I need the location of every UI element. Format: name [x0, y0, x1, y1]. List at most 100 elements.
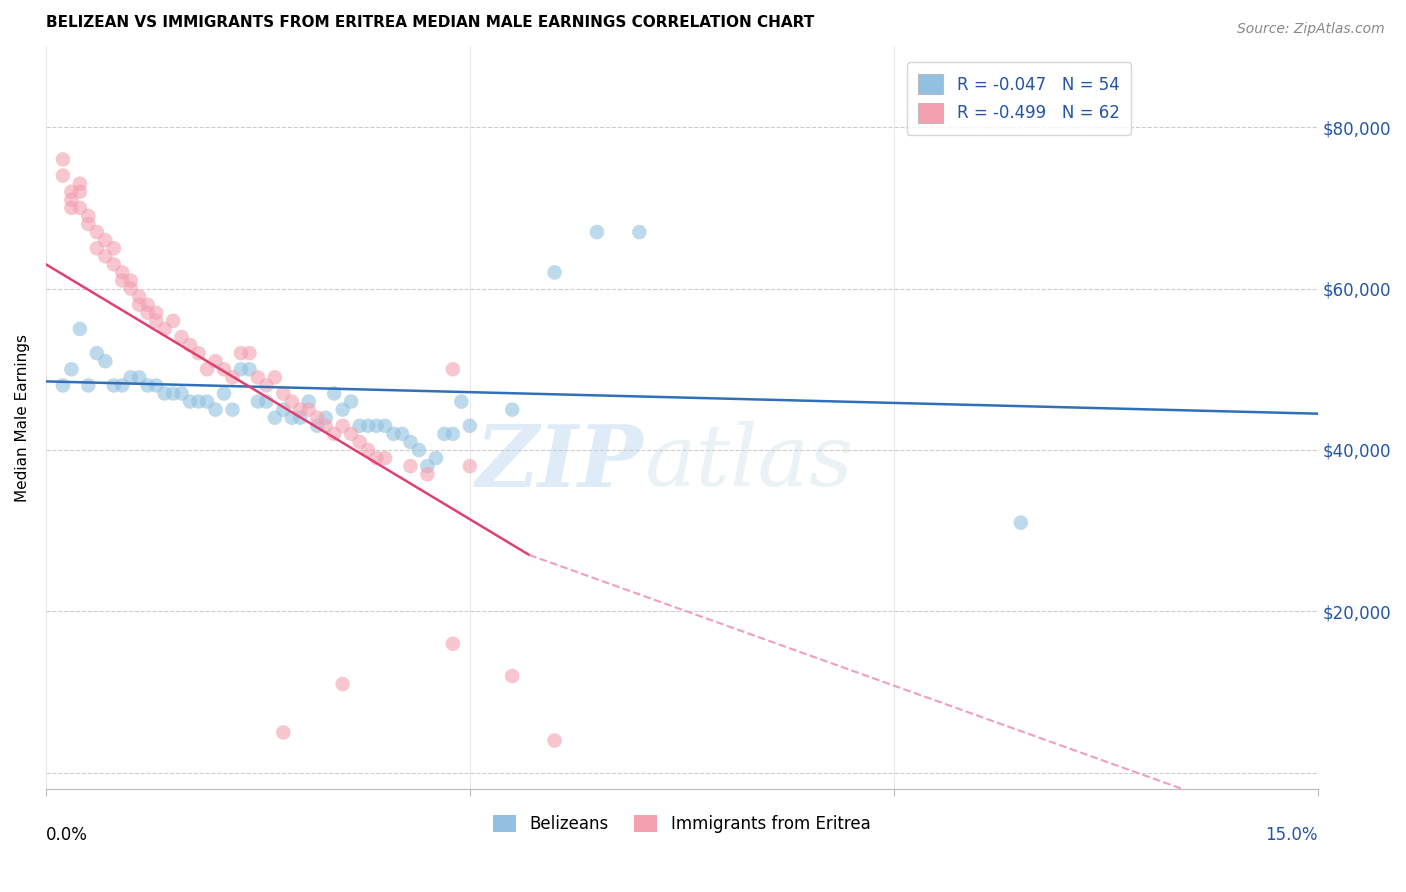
Point — [425, 451, 447, 466]
Point — [52, 169, 75, 183]
Point — [94, 249, 117, 263]
Point — [366, 418, 388, 433]
Point — [136, 378, 159, 392]
Point — [543, 265, 565, 279]
Point — [212, 386, 235, 401]
Point — [204, 354, 226, 368]
Point — [586, 225, 609, 239]
Point — [221, 402, 243, 417]
Point — [111, 273, 134, 287]
Point — [307, 418, 329, 433]
Point — [145, 306, 167, 320]
Point — [273, 386, 295, 401]
Point — [103, 378, 125, 392]
Point — [357, 442, 380, 457]
Point — [187, 394, 209, 409]
Point — [501, 402, 523, 417]
Text: atlas: atlas — [644, 421, 852, 504]
Legend: Belizeans, Immigrants from Eritrea: Belizeans, Immigrants from Eritrea — [486, 808, 877, 840]
Point — [416, 467, 439, 482]
Point — [212, 362, 235, 376]
Point — [357, 418, 380, 433]
Text: ZIP: ZIP — [475, 420, 644, 504]
Point — [458, 418, 481, 433]
Point — [229, 346, 252, 360]
Point — [450, 394, 472, 409]
Point — [298, 394, 321, 409]
Point — [94, 354, 117, 368]
Point — [290, 410, 312, 425]
Point — [349, 434, 371, 449]
Point — [238, 346, 260, 360]
Point — [195, 394, 218, 409]
Point — [94, 233, 117, 247]
Point — [340, 394, 363, 409]
Point — [332, 418, 354, 433]
Point — [77, 378, 100, 392]
Point — [69, 177, 91, 191]
Point — [162, 386, 184, 401]
Point — [77, 217, 100, 231]
Text: 0.0%: 0.0% — [46, 826, 87, 844]
Point — [399, 434, 422, 449]
Point — [86, 241, 108, 255]
Point — [340, 426, 363, 441]
Point — [120, 282, 142, 296]
Point — [433, 426, 456, 441]
Point — [60, 185, 83, 199]
Point — [136, 298, 159, 312]
Point — [366, 451, 388, 466]
Point — [69, 201, 91, 215]
Point — [162, 314, 184, 328]
Point — [543, 733, 565, 747]
Point — [254, 378, 277, 392]
Point — [458, 459, 481, 474]
Point — [69, 322, 91, 336]
Point — [323, 386, 346, 401]
Point — [374, 451, 396, 466]
Point — [120, 273, 142, 287]
Point — [128, 370, 150, 384]
Point — [153, 386, 176, 401]
Point — [179, 338, 201, 352]
Point — [281, 394, 304, 409]
Point — [145, 378, 167, 392]
Point — [273, 402, 295, 417]
Point — [60, 193, 83, 207]
Point — [145, 314, 167, 328]
Point — [238, 362, 260, 376]
Point — [69, 185, 91, 199]
Point — [349, 418, 371, 433]
Point — [111, 265, 134, 279]
Point — [382, 426, 405, 441]
Point — [408, 442, 430, 457]
Point — [281, 410, 304, 425]
Point — [170, 386, 193, 401]
Point — [374, 418, 396, 433]
Y-axis label: Median Male Earnings: Median Male Earnings — [15, 334, 30, 501]
Point — [103, 241, 125, 255]
Text: 15.0%: 15.0% — [1265, 826, 1317, 844]
Point — [246, 370, 269, 384]
Point — [128, 298, 150, 312]
Point — [501, 669, 523, 683]
Point — [153, 322, 176, 336]
Point — [441, 426, 464, 441]
Point — [441, 637, 464, 651]
Point — [60, 362, 83, 376]
Point — [120, 370, 142, 384]
Point — [323, 426, 346, 441]
Point — [315, 418, 337, 433]
Point — [1010, 516, 1032, 530]
Point — [86, 346, 108, 360]
Point — [187, 346, 209, 360]
Point — [221, 370, 243, 384]
Point — [136, 306, 159, 320]
Point — [307, 410, 329, 425]
Text: BELIZEAN VS IMMIGRANTS FROM ERITREA MEDIAN MALE EARNINGS CORRELATION CHART: BELIZEAN VS IMMIGRANTS FROM ERITREA MEDI… — [46, 15, 814, 30]
Text: Source: ZipAtlas.com: Source: ZipAtlas.com — [1237, 22, 1385, 37]
Point — [170, 330, 193, 344]
Point — [332, 677, 354, 691]
Point — [441, 362, 464, 376]
Point — [315, 410, 337, 425]
